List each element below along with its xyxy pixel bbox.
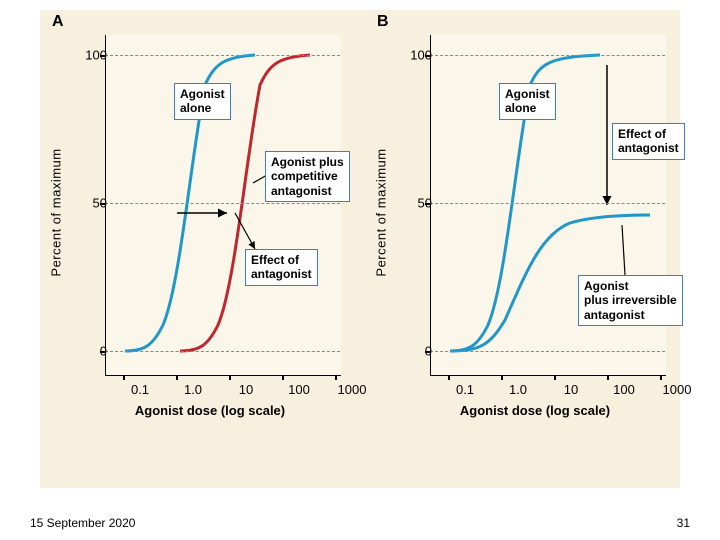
xtick-mark	[229, 375, 231, 380]
xtick-label: 100	[613, 382, 635, 397]
xtick-label: 1000	[338, 382, 367, 397]
xtick-label: 1000	[663, 382, 692, 397]
panel-a-letter: A	[52, 13, 64, 31]
ytick-mark	[100, 55, 105, 57]
ytick-mark	[425, 55, 430, 57]
gridline	[430, 203, 665, 204]
panel-a: A Percent of maximum Agonist dose (log s…	[70, 25, 350, 455]
effect-of-antagonist-box: Effect ofantagonist	[612, 123, 685, 160]
footer-page: 31	[677, 516, 690, 530]
ytick-mark	[425, 351, 430, 353]
xtick-mark	[501, 375, 503, 380]
xtick-label: 0.1	[456, 382, 474, 397]
panel-b: B Percent of maximum Agonist dose (log s…	[395, 25, 675, 455]
agonist-alone-box: Agonistalone	[174, 83, 231, 120]
panel-a-xlabel: Agonist dose (log scale)	[70, 403, 350, 418]
irreversible-box-pointer	[622, 225, 625, 275]
agonist-competitive-box: Agonist pluscompetitiveantagonist	[265, 151, 350, 202]
gridline	[430, 351, 665, 352]
xtick-mark	[660, 375, 662, 380]
panel-b-letter: B	[377, 13, 389, 31]
ytick-mark	[100, 351, 105, 353]
panel-a-ylabel: Percent of maximum	[49, 148, 64, 276]
gridline	[105, 55, 340, 56]
panel-b-ylabel: Percent of maximum	[374, 148, 389, 276]
xtick-mark	[282, 375, 284, 380]
xtick-label: 10	[239, 382, 253, 397]
xtick-label: 10	[564, 382, 578, 397]
gridline	[430, 55, 665, 56]
footer: 15 September 2020 31	[30, 516, 690, 530]
xtick-label: 1.0	[184, 382, 202, 397]
xtick-mark	[448, 375, 450, 380]
xtick-mark	[176, 375, 178, 380]
agonist-alone-box: Agonistalone	[499, 83, 556, 120]
xtick-mark	[123, 375, 125, 380]
footer-date: 15 September 2020	[30, 516, 135, 530]
xtick-mark	[554, 375, 556, 380]
gridline	[105, 203, 340, 204]
irreversible-box: Agonistplus irreversibleantagonist	[578, 275, 683, 326]
ytick-mark	[100, 203, 105, 205]
ytick-mark	[425, 203, 430, 205]
panel-b-xlabel: Agonist dose (log scale)	[395, 403, 675, 418]
effect-of-antagonist-box: Effect ofantagonist	[245, 249, 318, 286]
xtick-mark	[607, 375, 609, 380]
xtick-label: 0.1	[131, 382, 149, 397]
xtick-label: 1.0	[509, 382, 527, 397]
gridline	[105, 351, 340, 352]
xtick-label: 100	[288, 382, 310, 397]
xtick-mark	[335, 375, 337, 380]
